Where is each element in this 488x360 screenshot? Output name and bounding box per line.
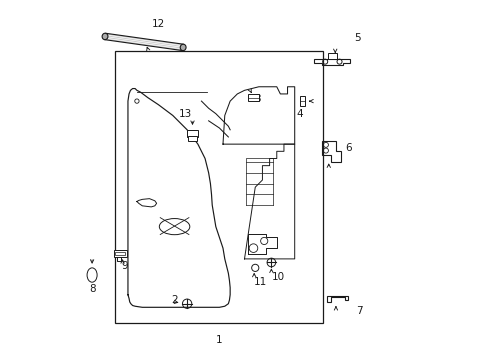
Bar [187,130,198,137]
Text: 2: 2 [171,295,178,305]
Text: 12: 12 [151,19,165,29]
Text: 3: 3 [253,94,260,104]
Text: 11: 11 [253,277,267,287]
Bar [188,136,196,140]
Text: 13: 13 [178,109,192,119]
Text: 9: 9 [121,261,127,271]
Bar [327,53,336,59]
Ellipse shape [180,44,185,51]
Text: 8: 8 [89,284,95,294]
Ellipse shape [102,33,108,40]
Text: 4: 4 [296,109,303,119]
Bar [113,250,127,257]
Text: 7: 7 [355,306,362,316]
Bar [115,252,125,255]
Text: 1: 1 [216,334,222,345]
Text: 6: 6 [345,143,351,153]
Bar [247,94,258,101]
Bar [115,51,323,323]
Polygon shape [104,33,183,51]
Text: 5: 5 [353,33,360,43]
Bar [300,96,305,107]
Text: 10: 10 [271,272,285,282]
